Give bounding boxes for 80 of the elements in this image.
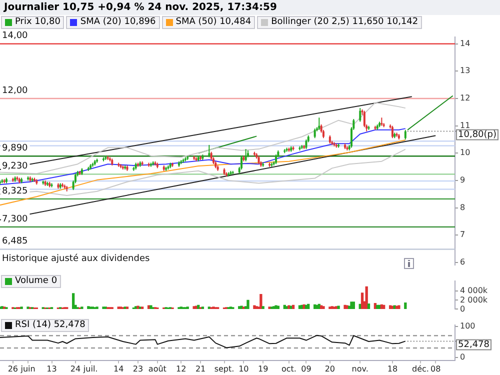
bar [268, 306, 271, 310]
x-tick-label: 12 [176, 364, 186, 374]
candlestick [240, 155, 243, 170]
candlestick [359, 108, 362, 122]
x-tick-label: 09 [301, 364, 312, 374]
y-tick-label: 14 [460, 38, 470, 48]
x-tick-label: 21 [195, 364, 206, 374]
bar [201, 306, 204, 310]
ref-line-label: 6,485 [2, 236, 28, 247]
ref-line-label: 12,00 [2, 86, 28, 96]
y-tick-label: 13 [460, 66, 470, 76]
y-tick-label: 11 [460, 120, 470, 130]
legend-label: Bollinger (20 2,5) 11,650 10,142 [271, 17, 418, 28]
y-tick-label: 12 [460, 94, 470, 103]
bar [80, 306, 84, 310]
bar [352, 302, 355, 310]
chart-title: Journalier 10,75 +0,94 % 24 nov. 2025, 17:34:59 [0, 0, 500, 15]
x-tick-label: 10 [238, 364, 249, 374]
x-tick-label: juin [20, 364, 36, 374]
bar [322, 306, 325, 310]
bar [260, 294, 262, 310]
candlestick [363, 110, 366, 128]
bar [126, 306, 129, 310]
x-tick-label: sept. [214, 364, 234, 374]
annotation: 10,80(p) [458, 130, 497, 140]
bar [307, 304, 310, 310]
ref-line-label: 8,325 [2, 186, 28, 196]
candlestick [391, 125, 394, 139]
y-tick-label: 0 [460, 304, 466, 314]
candlestick [208, 144, 210, 158]
y-tick-label: 0 [460, 352, 466, 362]
x-tick-label: 26 [8, 364, 18, 374]
bar [262, 306, 264, 310]
x-tick-label: 14 [114, 364, 124, 374]
x-tick-label: août [148, 364, 166, 374]
bar [398, 305, 400, 310]
legend-label: RSI (14) 52,478 [15, 320, 86, 331]
ref-line-label: 7,300 [2, 214, 28, 224]
y-tick-label: 8 [460, 202, 466, 212]
x-tick-label: 08 [430, 364, 441, 374]
bar [192, 306, 196, 310]
x-tick-label: 24 [70, 364, 81, 374]
x-tick-label: 18 [387, 364, 398, 374]
candlestick [318, 117, 320, 130]
bar [404, 302, 407, 310]
candlestick [404, 129, 406, 140]
ref-line-label: 14,00 [2, 31, 28, 42]
legend-label: SMA (20) 10,896 [80, 17, 156, 28]
y-tick-label: 7 [460, 230, 466, 240]
ref-line-label: 9,890 [2, 144, 28, 154]
candlestick [275, 154, 278, 165]
legend-title: Prix 10,80 [15, 17, 60, 28]
legend-label: SMA (50) 10,484 [176, 17, 252, 28]
bar [367, 303, 370, 310]
x-tick-label: oct. [281, 364, 296, 374]
candlestick [244, 148, 247, 162]
x-tick-label: 13 [46, 364, 57, 374]
y-tick-label: 4 000k [460, 286, 488, 296]
y-tick-label: 100 [460, 321, 476, 330]
y-tick-label: 6 [460, 258, 466, 267]
x-tick-label: déc. [412, 364, 429, 374]
annotation: Historique ajusté aux dividendes [2, 253, 150, 264]
y-tick-label: 9 [460, 176, 466, 185]
x-tick-label: juil. [82, 364, 98, 374]
x-tick-label: 23 [132, 364, 144, 374]
y-tick-label: 2 000k [460, 295, 488, 304]
bar [140, 306, 144, 310]
x-tick-label: 20 [324, 364, 336, 374]
annotation: 52,478 [458, 340, 490, 350]
bar [26, 306, 30, 310]
bar [350, 302, 353, 310]
candlestick [305, 138, 308, 150]
legend-label: Volume 0 [15, 276, 58, 287]
x-tick-label: nov. [352, 364, 368, 374]
x-tick-label: 19 [258, 364, 268, 374]
bar [276, 306, 280, 310]
bar [246, 300, 250, 310]
y-tick-label: 10 [460, 148, 470, 158]
ref-line-label: 9,230 [2, 162, 28, 172]
candlestick [314, 128, 316, 139]
